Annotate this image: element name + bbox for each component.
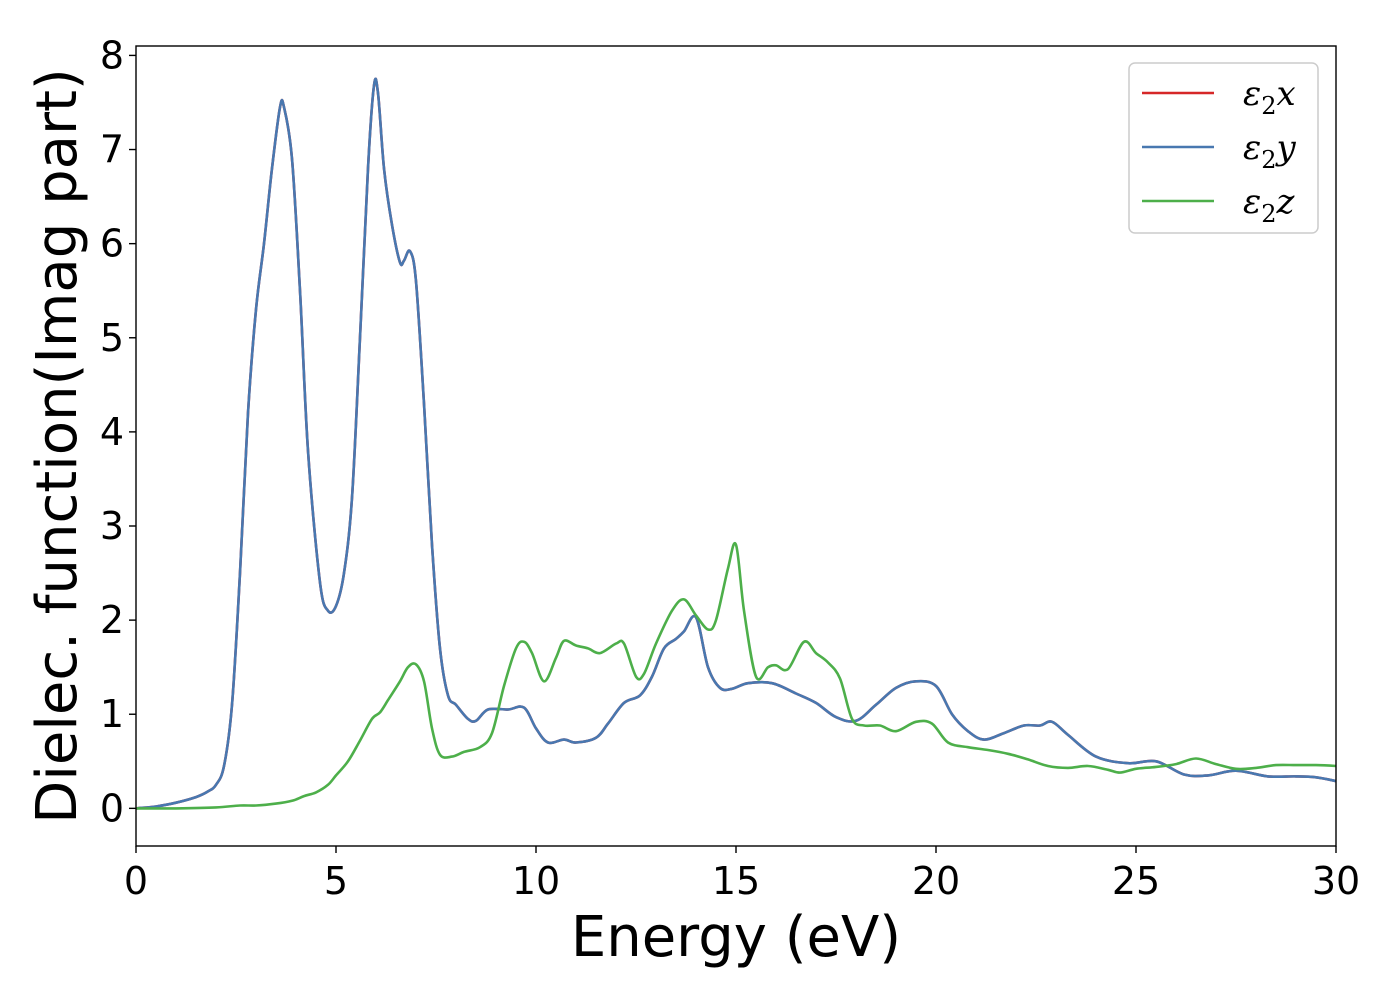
series-layer: [135, 77, 1337, 810]
y-tick-label: 7: [100, 128, 124, 172]
y-tick-label: 1: [100, 692, 124, 736]
x-axis-ticks: 0 5 10 15 20 25 30: [124, 846, 1360, 903]
x-tick-label: 30: [1312, 859, 1360, 903]
x-tick-label: 10: [512, 859, 560, 903]
legend-label-z: ε2z: [1243, 182, 1296, 228]
y-tick-label: 0: [100, 786, 124, 830]
x-tick-label: 25: [1112, 859, 1160, 903]
x-tick-label: 20: [912, 859, 960, 903]
y-tick-label: 8: [100, 33, 124, 77]
y-axis-ticks: 0 1 2 3 4 5 6 7 8: [100, 33, 136, 830]
y-tick-label: 2: [100, 598, 124, 642]
y-tick-label: 5: [100, 316, 124, 360]
y-axis-title: Dielec. function(Imag part): [25, 68, 90, 824]
series-line-y: [135, 77, 1337, 810]
x-axis-title: Energy (eV): [571, 905, 901, 970]
legend-label-y: ε2y: [1243, 128, 1297, 174]
x-tick-label: 15: [712, 859, 760, 903]
series-line-z: [135, 541, 1337, 810]
legend-label-x: ε2x: [1243, 74, 1296, 120]
legend-box: [1128, 62, 1319, 234]
x-tick-label: 5: [324, 859, 348, 903]
x-tick-label: 0: [124, 859, 148, 903]
legend: ε2x ε2y ε2z: [1128, 62, 1319, 234]
y-tick-label: 3: [100, 504, 124, 548]
y-tick-label: 6: [100, 222, 124, 266]
y-tick-label: 4: [100, 410, 124, 454]
